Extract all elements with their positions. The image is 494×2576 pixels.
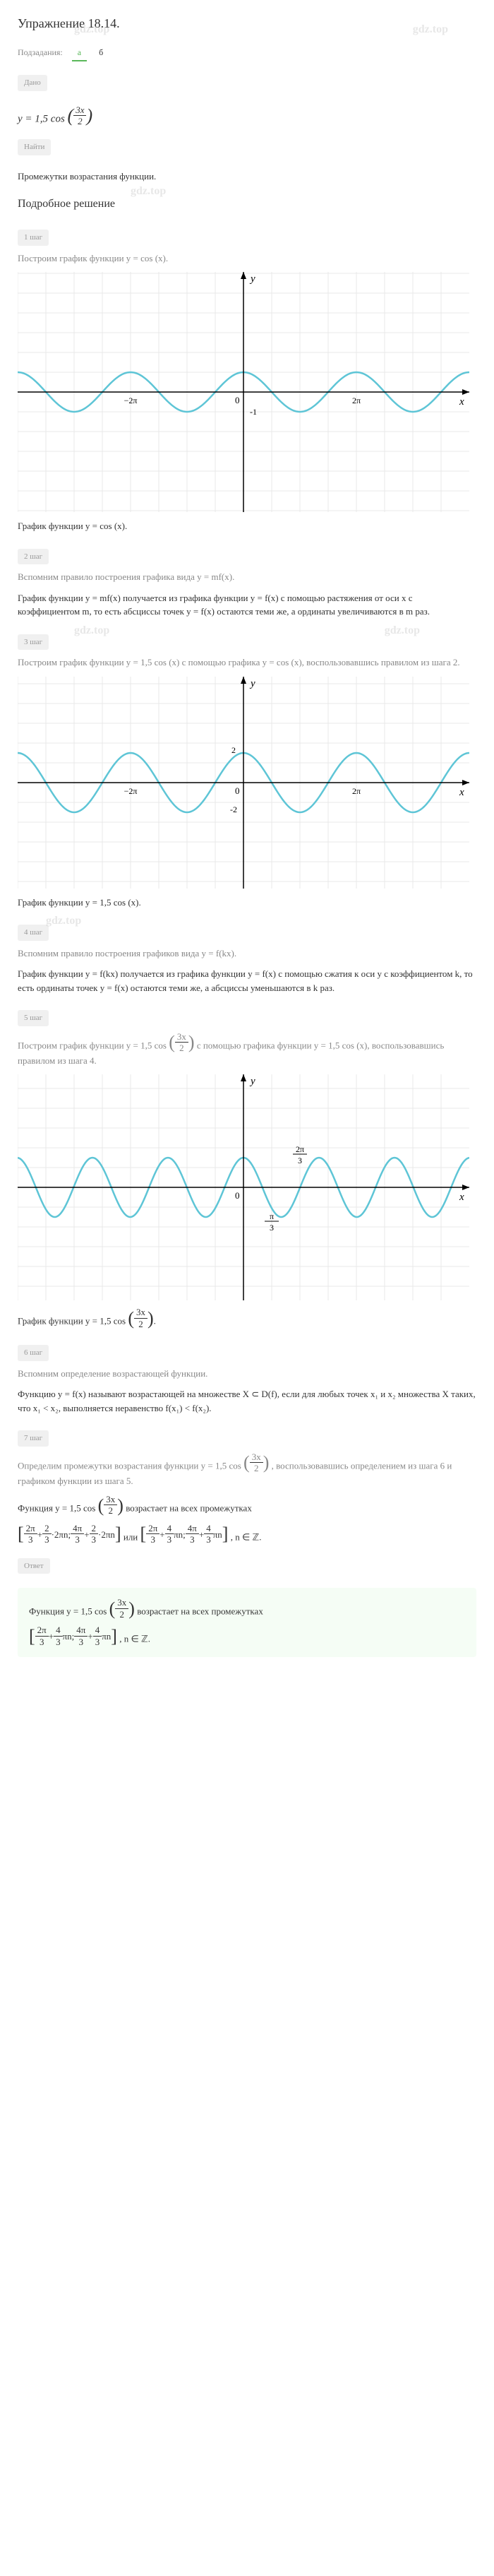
exercise-title: Упражнение 18.14. bbox=[18, 14, 476, 33]
step-5-tag: 5 шаг bbox=[18, 1010, 49, 1026]
watermark: gdz.top bbox=[74, 622, 109, 639]
find-text: Промежутки возрастания функции. bbox=[18, 170, 476, 184]
svg-text:−2π: −2π bbox=[124, 396, 138, 405]
svg-text:-2: -2 bbox=[230, 805, 237, 814]
subtasks-label: Подзадания: bbox=[18, 47, 63, 57]
answer-box: Функция y = 1,5 cos (3x2) возрастает на … bbox=[18, 1588, 476, 1657]
solution-title: Подробное решение bbox=[18, 196, 476, 213]
step-6-tag: 6 шаг bbox=[18, 1345, 49, 1361]
given-formula: y = 1,5 cos (3x2) bbox=[18, 105, 476, 127]
chart-2-caption: График функции y = 1,5 cos (x). bbox=[18, 896, 476, 910]
chart-1-caption: График функции y = cos (x). bbox=[18, 519, 476, 533]
chart-3: y x 0 2π 3 π 3 bbox=[18, 1074, 476, 1300]
subtask-b-link[interactable]: б bbox=[93, 44, 109, 60]
step-4-tag: 4 шаг bbox=[18, 925, 49, 941]
para-4: Функция y = 1,5 cos (3x2) возрастает на … bbox=[18, 1495, 476, 1516]
intervals-row: [ 2π3 + 23·2πn; 4π3 + 23·2πn ] или [ 2π3… bbox=[18, 1524, 476, 1545]
svg-text:x: x bbox=[459, 396, 464, 408]
svg-text:3: 3 bbox=[270, 1223, 274, 1233]
subtasks-row: Подзадания: а б bbox=[18, 46, 476, 59]
svg-text:2π: 2π bbox=[352, 786, 361, 796]
svg-text:2: 2 bbox=[231, 745, 236, 755]
step-2-text: Вспомним правило построения графика вида… bbox=[18, 570, 476, 584]
step-1-text: Построим график функции y = cos (x). bbox=[18, 251, 476, 266]
watermark: gdz.top bbox=[385, 622, 420, 639]
svg-text:π: π bbox=[270, 1211, 274, 1221]
svg-text:3: 3 bbox=[298, 1156, 302, 1165]
find-tag: Найти bbox=[18, 139, 51, 155]
step-5-text: Построим график функции y = 1,5 cos (3x2… bbox=[18, 1032, 476, 1067]
svg-text:2π: 2π bbox=[352, 396, 361, 405]
chart-3-caption: График функции y = 1,5 cos (3x2). bbox=[18, 1307, 476, 1329]
answer-tag: Ответ bbox=[18, 1558, 50, 1574]
subtask-a-link[interactable]: а bbox=[72, 44, 87, 61]
watermark: gdz.top bbox=[46, 913, 81, 930]
step-7-tag: 7 шаг bbox=[18, 1430, 49, 1447]
para-1: График функции y = mf(x) получается из г… bbox=[18, 591, 476, 619]
svg-text:y: y bbox=[249, 678, 255, 689]
svg-text:0: 0 bbox=[235, 785, 240, 796]
svg-text:y: y bbox=[249, 273, 255, 285]
svg-text:0: 0 bbox=[235, 1190, 240, 1201]
chart-1: y x 0 −2π 2π -1 bbox=[18, 272, 476, 512]
svg-text:2π: 2π bbox=[296, 1144, 304, 1154]
step-4-text: Вспомним правило построения графиков вид… bbox=[18, 946, 476, 961]
svg-text:x: x bbox=[459, 787, 464, 798]
svg-text:−2π: −2π bbox=[124, 786, 138, 796]
step-6-text: Вспомним определение возрастающей функци… bbox=[18, 1367, 476, 1381]
svg-text:x: x bbox=[459, 1192, 464, 1203]
svg-text:-1: -1 bbox=[250, 407, 257, 417]
step-2-tag: 2 шаг bbox=[18, 549, 49, 565]
step-7-text: Определим промежутки возрастания функции… bbox=[18, 1452, 476, 1488]
step-3-text: Построим график функции y = 1,5 cos (x) … bbox=[18, 655, 476, 670]
para-2: График функции y = f(kx) получается из г… bbox=[18, 967, 476, 995]
svg-text:0: 0 bbox=[235, 395, 240, 405]
step-1-tag: 1 шаг bbox=[18, 230, 49, 246]
given-tag: Дано bbox=[18, 75, 47, 91]
svg-text:y: y bbox=[249, 1076, 255, 1087]
para-3: Функцию y = f(x) называют возрастающей н… bbox=[18, 1387, 476, 1415]
step-3-tag: 3 шаг bbox=[18, 634, 49, 651]
chart-2: y x 0 −2π 2π 2 -2 bbox=[18, 677, 476, 889]
